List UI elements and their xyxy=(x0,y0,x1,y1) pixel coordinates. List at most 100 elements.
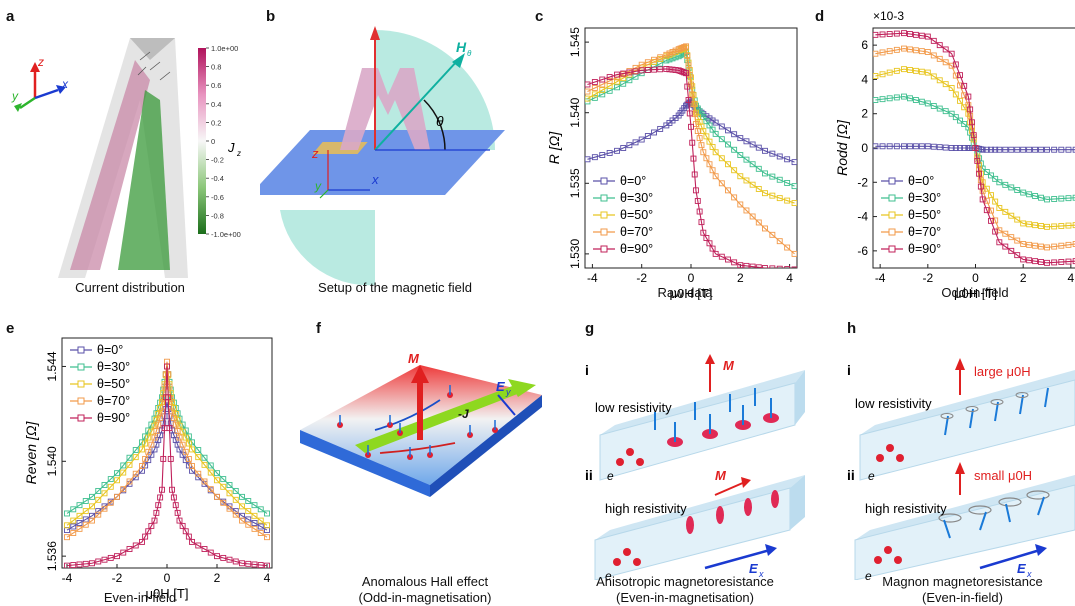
data-point xyxy=(755,144,762,151)
panel-c: c -4 -2 0 2 4 1.530 1.535 1.540 1.545 μ0H [T] R [Ω… xyxy=(530,0,805,300)
data-point xyxy=(893,94,900,101)
data-point xyxy=(1044,259,1050,266)
data-point xyxy=(1002,181,1009,188)
chart-odd-in-field: -4 -2 0 2 4 -6 -4 -2 0 2 4 6 μ0H [T] Rodd [Ω] ×10-3 θ=0… xyxy=(834,9,1075,300)
data-point xyxy=(725,127,731,134)
data-point xyxy=(948,62,955,69)
data-point xyxy=(176,446,183,453)
data-point xyxy=(251,525,258,532)
data-point xyxy=(893,143,900,150)
data-point xyxy=(251,512,258,519)
data-point xyxy=(952,114,959,121)
legend-marker xyxy=(600,211,608,219)
data-point xyxy=(979,187,986,194)
data-point xyxy=(718,253,725,260)
data-point xyxy=(737,135,744,142)
data-point xyxy=(632,64,639,71)
data-point xyxy=(974,157,981,164)
axis-label-z: z xyxy=(37,55,44,69)
data-point xyxy=(873,50,879,57)
data-point xyxy=(114,493,120,500)
data-point xyxy=(1008,234,1015,241)
data-point xyxy=(700,128,707,135)
panel-label-d: d xyxy=(815,8,825,25)
x-axis-label: μ0H [T] xyxy=(146,586,189,601)
data-point xyxy=(201,461,208,468)
data-point xyxy=(948,85,955,91)
data-point xyxy=(706,122,713,129)
data-point xyxy=(169,408,175,415)
data-point xyxy=(769,192,776,199)
data-point xyxy=(632,68,639,75)
data-point xyxy=(1044,146,1050,153)
legend-label: θ=50° xyxy=(97,377,130,391)
data-point xyxy=(677,45,684,52)
data-point xyxy=(893,46,900,53)
data-point xyxy=(1014,216,1021,223)
data-point xyxy=(153,509,160,516)
data-point xyxy=(679,68,686,75)
data-point xyxy=(120,469,127,476)
data-point xyxy=(201,478,208,485)
y-tick-label: 1.544 xyxy=(45,351,59,381)
data-point xyxy=(743,138,750,145)
data-point xyxy=(201,546,208,552)
data-point xyxy=(101,556,108,563)
data-point xyxy=(725,161,731,168)
data-point xyxy=(95,496,102,503)
data-point xyxy=(961,92,968,99)
data-point xyxy=(762,225,768,232)
data-point xyxy=(762,147,768,154)
magnon-mr-illustration: i low resistivity large μ0H e ii high re… xyxy=(847,358,1075,580)
legend-marker xyxy=(77,363,85,371)
data-point xyxy=(983,207,990,214)
data-point xyxy=(681,44,688,51)
data-point xyxy=(1008,247,1015,254)
data-point xyxy=(743,207,750,214)
data-point xyxy=(683,70,690,77)
data-point xyxy=(1032,258,1039,265)
data-point xyxy=(142,433,149,440)
data-point xyxy=(675,67,682,74)
data-point xyxy=(689,139,696,146)
data-point xyxy=(942,81,949,88)
legend-label: θ=90° xyxy=(97,411,130,425)
h-e-label-2: e xyxy=(865,569,872,580)
data-point xyxy=(139,439,145,446)
data-point xyxy=(76,512,83,519)
data-point xyxy=(879,96,886,103)
h-small-field: small μ0H xyxy=(974,468,1032,483)
data-point xyxy=(195,454,202,461)
data-point xyxy=(169,399,175,405)
data-point xyxy=(251,561,258,568)
data-point xyxy=(961,145,968,151)
data-point xyxy=(906,46,913,53)
data-point xyxy=(95,508,102,515)
data-point xyxy=(185,440,192,447)
data-point xyxy=(930,143,937,150)
data-point xyxy=(151,434,158,441)
data-point xyxy=(918,98,925,105)
data-point xyxy=(245,508,252,515)
data-point xyxy=(176,434,183,441)
data-point xyxy=(145,427,152,434)
data-point xyxy=(176,517,183,524)
data-point xyxy=(1020,220,1027,227)
amr-illustration: i low resistivity M e ii high resistivit… xyxy=(585,354,805,580)
y-tick-label: 1.545 xyxy=(568,27,582,57)
data-point xyxy=(976,170,983,177)
data-point xyxy=(755,185,762,192)
data-point xyxy=(155,421,162,428)
data-point xyxy=(696,208,703,215)
data-point xyxy=(245,521,252,528)
data-point xyxy=(95,487,102,494)
series-line xyxy=(587,45,795,255)
data-point xyxy=(64,510,70,517)
caption-g-line2: (Even-in-magnetisation) xyxy=(615,590,754,605)
data-point xyxy=(620,70,627,77)
data-point xyxy=(1058,195,1065,202)
data-point xyxy=(638,61,645,68)
data-point xyxy=(1026,241,1033,248)
data-point xyxy=(769,173,776,180)
data-point xyxy=(226,482,233,488)
